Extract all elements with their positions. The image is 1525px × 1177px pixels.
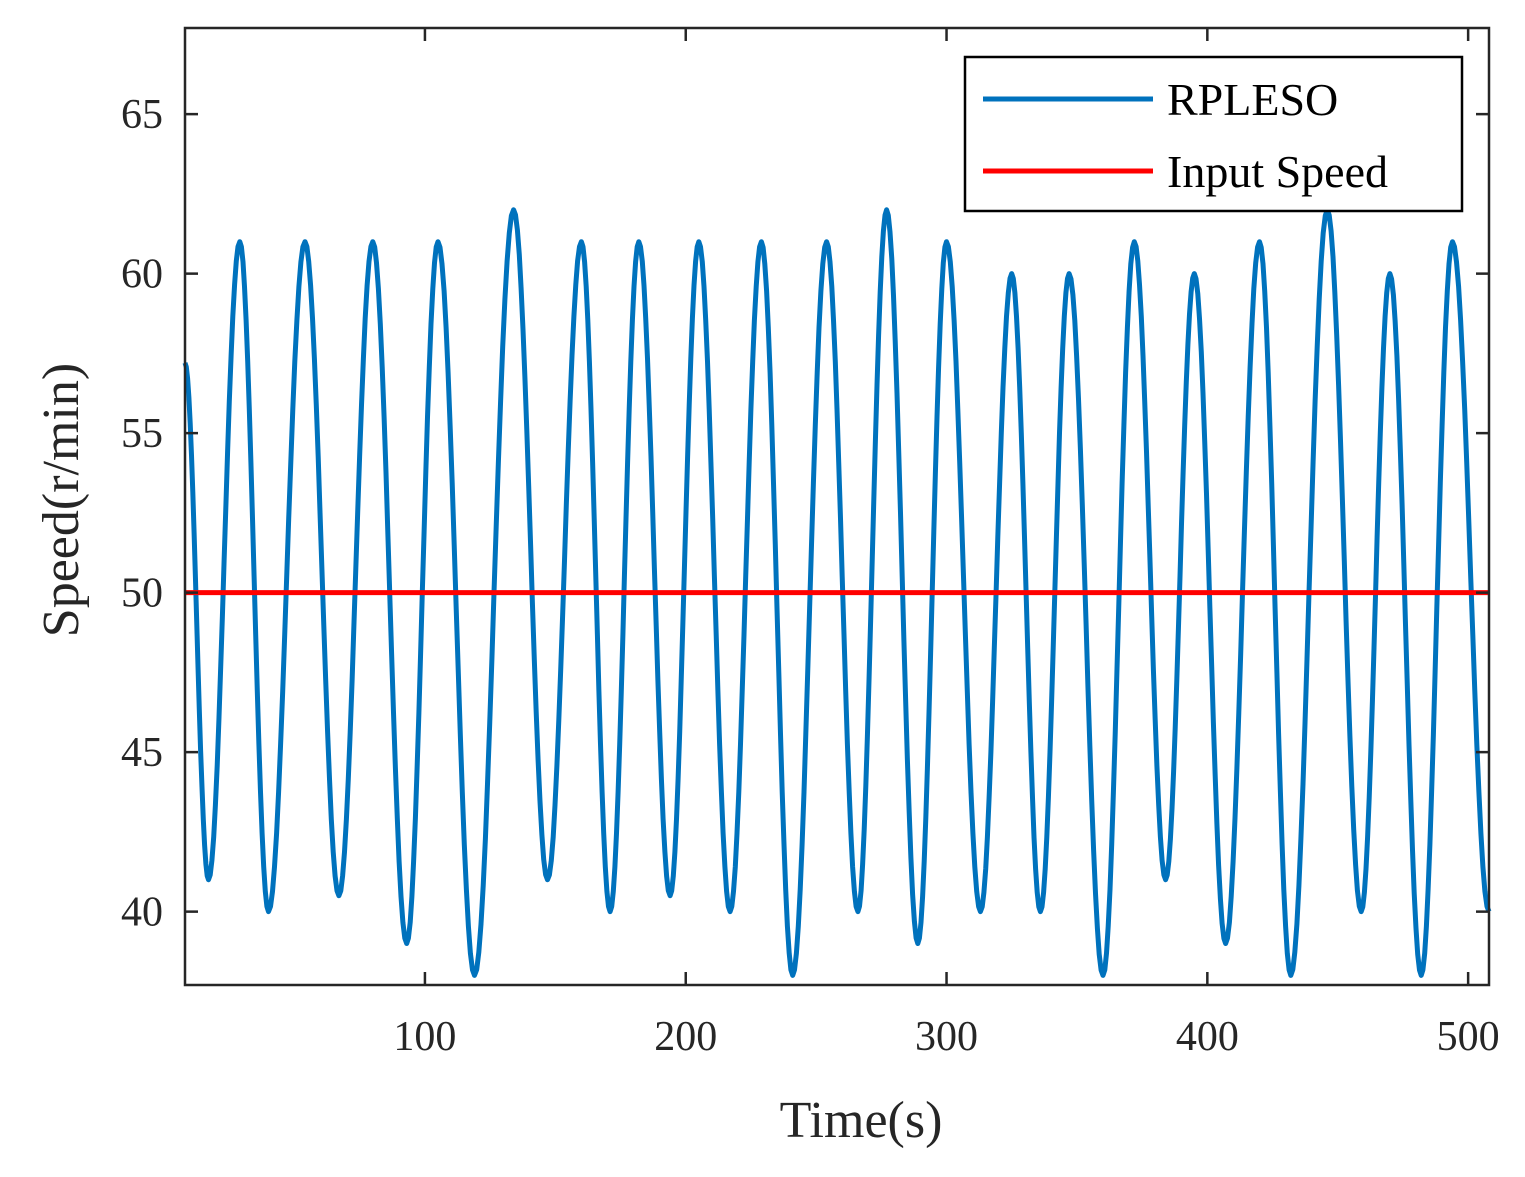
x-tick-label: 200 [654, 1014, 717, 1060]
legend: RPLESO Input Speed [963, 55, 1464, 213]
axes-layer: 100 200 300 400 500 40 45 50 55 60 65 [121, 26, 1500, 1060]
x-tick-label: 100 [393, 1014, 456, 1060]
series-layer [182, 207, 1492, 978]
series-line-rpleso [182, 207, 1492, 978]
y-tick-label: 50 [121, 571, 163, 617]
x-tick-label: 400 [1176, 1014, 1239, 1060]
x-tick-label: 500 [1437, 1014, 1500, 1060]
x-axis-title: Time(s) [780, 1092, 943, 1149]
legend-box [963, 55, 1464, 213]
y-tick-label: 60 [121, 252, 163, 298]
x-tick-label: 300 [915, 1014, 978, 1060]
y-tick-label: 65 [121, 92, 163, 138]
y-tick-label: 45 [121, 730, 163, 776]
legend-label-rpleso: RPLESO [1167, 74, 1338, 125]
plot-frame [183, 26, 1491, 987]
y-tick-label: 55 [121, 411, 163, 457]
y-axis-title: Speed(r/min) [33, 363, 90, 637]
y-tick-label: 40 [121, 890, 163, 936]
legend-label-input-speed: Input Speed [1167, 146, 1388, 197]
